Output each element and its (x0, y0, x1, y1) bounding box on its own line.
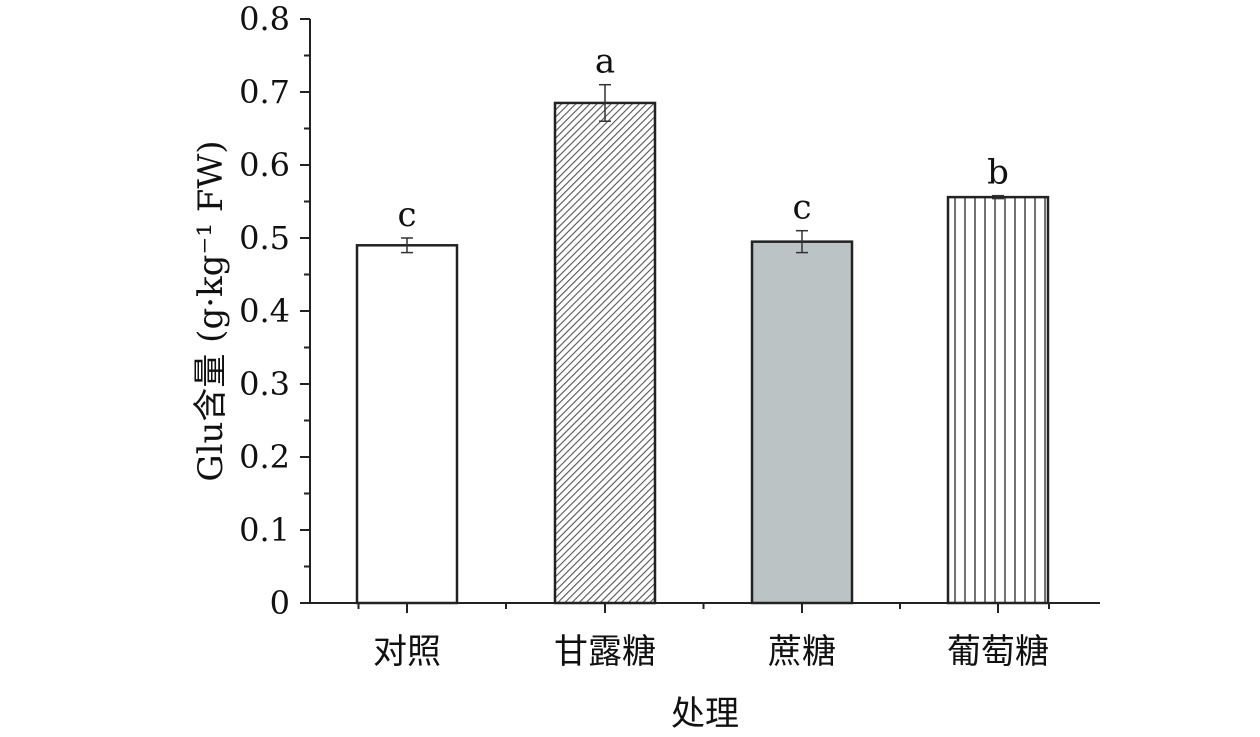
y-tick-label-2: 0.2 (239, 438, 290, 476)
y-tick-label-0: 0 (270, 584, 290, 622)
significance-label-1: c (397, 195, 416, 235)
y-axis-title: Glu含量 (g·kg⁻¹ FW) (191, 140, 231, 481)
y-tick-label-7: 0.7 (239, 73, 290, 111)
bar-3 (750, 240, 854, 605)
x-tick-label-1: 对照 (373, 632, 441, 672)
significance-label-4: b (987, 153, 1009, 193)
significance-label-2: a (595, 42, 615, 82)
y-tick-label-6: 0.6 (239, 146, 290, 184)
error-bar-3 (796, 229, 808, 254)
error-bar-1 (401, 237, 413, 254)
y-tick-label-8: 0.8 (239, 0, 290, 38)
x-tick-label-2: 甘露糖 (554, 632, 656, 672)
bar-4 (946, 195, 1050, 605)
y-tick-label-3: 0.3 (239, 365, 290, 403)
x-axis-title: 处理 (671, 694, 739, 734)
error-bar-4 (992, 194, 1004, 200)
y-tick-label-1: 0.1 (239, 511, 290, 549)
x-tick-label-4: 葡萄糖 (947, 632, 1049, 672)
significance-label-3: c (792, 188, 811, 228)
y-tick-label-4: 0.4 (239, 292, 290, 330)
bar-1 (355, 244, 459, 605)
bar-2 (553, 101, 657, 605)
x-tick-label-3: 蔗糖 (768, 632, 836, 672)
y-tick-label-5: 0.5 (239, 219, 290, 257)
error-bar-2 (599, 83, 611, 122)
